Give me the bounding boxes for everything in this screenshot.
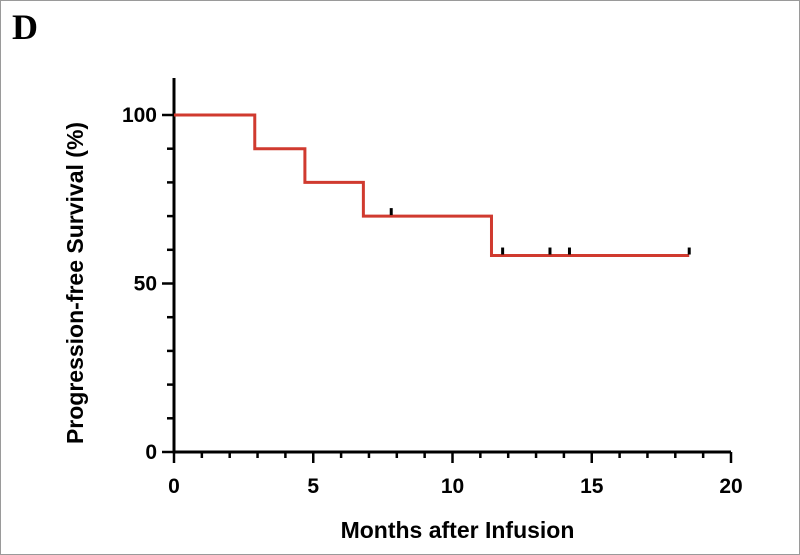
y-tick-label: 100 [122,104,157,127]
x-tick-label: 10 [441,475,464,498]
x-axis-title: Months after Infusion [341,517,575,543]
panel-label: D [12,7,38,47]
axes: 0 50 100 0 5 10 15 20 [122,78,743,498]
survival-step-line [174,113,690,258]
x-tick-label: 20 [719,475,742,498]
x-tick-label: 0 [168,475,180,498]
x-tick-label: 5 [307,475,319,498]
survival-series [174,113,691,258]
y-axis-title: Progression-free Survival (%) [62,122,88,444]
x-tick-label: 15 [580,475,604,498]
y-tick-label: 0 [145,441,157,464]
y-tick-label: 50 [134,273,157,296]
